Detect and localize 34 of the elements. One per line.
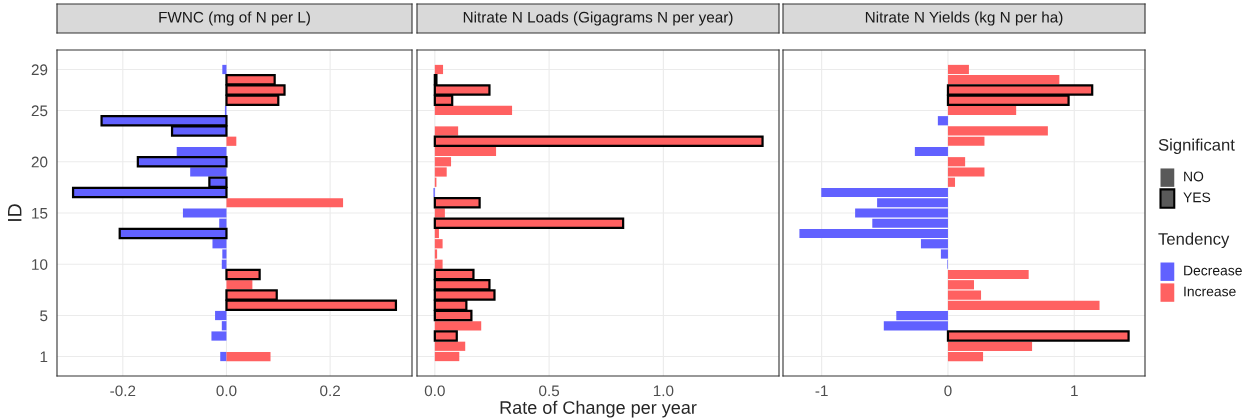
x-tick-label: 0.0 xyxy=(216,385,237,397)
bar xyxy=(937,116,948,126)
y-tick-label: 15 xyxy=(32,208,48,219)
text: YES xyxy=(1183,192,1211,203)
x-tick-label: 1 xyxy=(1071,385,1078,397)
x-tick-label: 0.5 xyxy=(539,385,560,397)
text: Tendency xyxy=(1158,232,1230,249)
x-tick-label: -0.2 xyxy=(110,385,136,397)
text: Significant xyxy=(1158,138,1235,155)
x-tick-label: -1 xyxy=(815,385,828,397)
legend-label: Decrease xyxy=(1184,265,1242,276)
chart-title: Nitrate N Loads (Gigagrams N per year) xyxy=(463,11,733,26)
bar xyxy=(226,198,344,208)
x-tick-label: 0.0 xyxy=(424,385,445,397)
x-tick-label: 1.0 xyxy=(653,385,674,397)
text: NO xyxy=(1184,171,1204,182)
chart-title: Nitrate N Yields (kg N per ha) xyxy=(865,11,1063,26)
y-tick-label: 10 xyxy=(32,259,48,270)
y-tick-label: 20 xyxy=(31,156,48,168)
bar xyxy=(226,136,237,146)
y-tick-label: 29 xyxy=(31,64,48,76)
y-tick-label: 25 xyxy=(31,105,48,117)
y-tick-label: 5 xyxy=(40,310,48,322)
bar xyxy=(222,64,227,75)
bar xyxy=(220,351,227,362)
y-axis-title: ID xyxy=(8,204,22,221)
legend-label: Increase xyxy=(1184,286,1236,297)
bar xyxy=(226,351,271,362)
chart-title: FWNC (mg of N per L) xyxy=(159,11,310,26)
x-tick-label: 0 xyxy=(944,385,952,397)
x-axis-title: Rate of Change per year xyxy=(500,400,697,418)
bar xyxy=(914,146,948,157)
x-tick-label: 0.2 xyxy=(320,385,340,397)
y-tick-label: 1 xyxy=(40,351,48,363)
